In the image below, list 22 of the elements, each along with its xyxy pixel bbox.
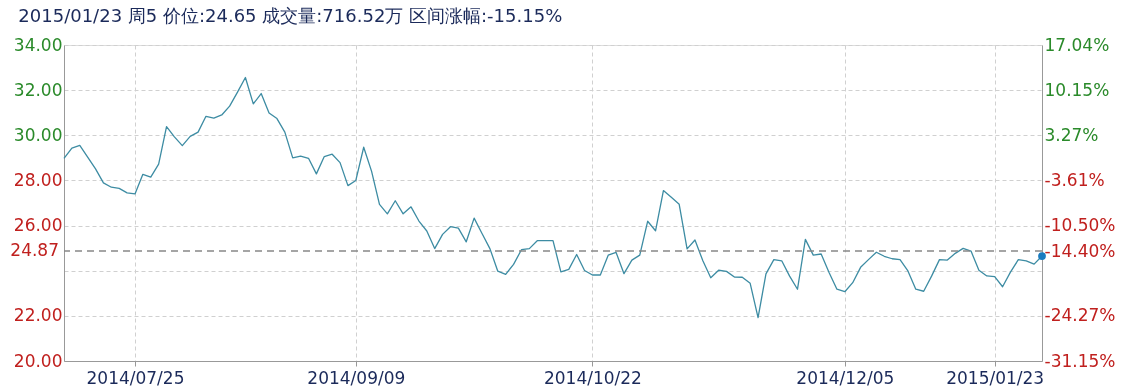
x-tick-label: 2015/01/23: [946, 367, 1045, 388]
y2-tick-label: -3.61%: [1044, 169, 1105, 190]
y-tick-label: 32.00: [13, 79, 63, 100]
y-tick-label: 34.00: [13, 34, 63, 55]
y2-tick-label: 3.27%: [1044, 124, 1099, 145]
y2-tick-label: -24.27%: [1044, 305, 1116, 326]
x-tick-label: 2014/10/22: [543, 367, 642, 388]
y-tick-label: 30.00: [13, 124, 63, 145]
y-tick-label: 28.00: [13, 169, 63, 190]
y2-tick-label: 10.15%: [1044, 79, 1110, 100]
x-tick-label: 2014/12/05: [796, 367, 895, 388]
chart-title: 2015/01/23 周5 价位:24.65 成交量:716.52万 区间涨幅:-15.15%: [18, 5, 563, 26]
y2-tick-label: 17.04%: [1044, 34, 1110, 55]
y2-tick-label: -10.50%: [1044, 215, 1116, 236]
ref-line-label: 24.87: [10, 240, 59, 261]
x-tick-label: 2014/09/09: [307, 367, 406, 388]
x-tick-label: 2014/07/25: [86, 367, 185, 388]
y2-tick-label: -14.40%: [1044, 240, 1116, 261]
y2-tick-label: -31.15%: [1044, 350, 1116, 371]
y-tick-label: 20.00: [13, 350, 63, 371]
y-tick-label: 26.00: [13, 215, 63, 236]
y-tick-label: 22.00: [13, 305, 63, 326]
